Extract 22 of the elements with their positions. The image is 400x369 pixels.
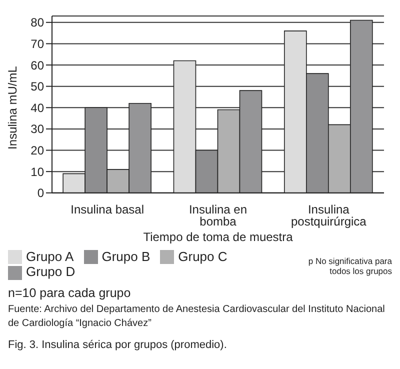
legend-label: Grupo C	[178, 248, 228, 264]
y-tick-label: 60	[30, 58, 44, 72]
y-axis-title: Insulina mU/mL	[5, 66, 20, 150]
source-note: Fuente: Archivo del Departamento de Anestesia Cardiovascular del Instituto Nacional de Cardiología “Ignacio Chávez”	[8, 303, 386, 331]
y-tick-label: 10	[30, 164, 44, 179]
x-tick-label: Insulina postquirúrgica	[290, 202, 367, 228]
y-tick-label: 80	[30, 16, 44, 30]
y-tick-label: 30	[30, 122, 44, 136]
legend-label: Grupo D	[26, 264, 76, 280]
y-tick-label: 50	[30, 80, 44, 94]
x-tick-label: Insulina basal	[70, 202, 144, 216]
y-tick-label: 20	[30, 144, 44, 158]
x-axis-title: Tiempo de toma de muestra	[143, 230, 294, 244]
legend-label: Grupo B	[102, 248, 150, 264]
y-tick-label: 40	[30, 100, 44, 115]
text: n=10 para cada grupo	[8, 286, 132, 301]
text: Fig. 3. Insulina sérica por grupos (promedio).	[8, 339, 228, 351]
legend-label: Grupo A	[26, 248, 74, 264]
text: p No significativa para todos los grupos	[307, 256, 392, 276]
x-tick-label: Insulina en bomba	[188, 202, 248, 228]
y-tick-label: 0	[37, 186, 44, 200]
y-tick-label: 70	[30, 36, 44, 51]
